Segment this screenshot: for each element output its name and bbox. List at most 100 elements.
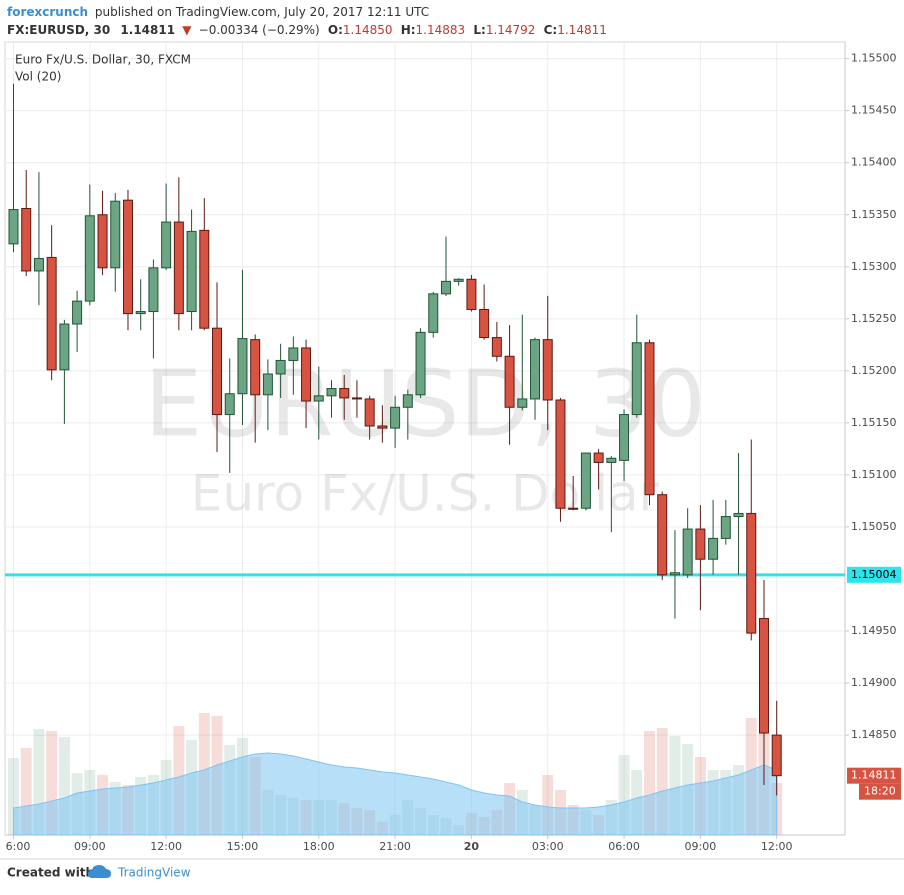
candle-body (504, 355, 515, 408)
x-tick-label: 6:00 (6, 840, 31, 853)
y-tick-label: 1.15450 (851, 104, 897, 117)
down-arrow: ▼ (182, 23, 192, 37)
y-tick-label: 1.15150 (851, 416, 897, 429)
volume-bar (8, 758, 19, 835)
x-tick-label: 09:00 (74, 840, 106, 853)
last-price-box (847, 767, 901, 784)
candle-body (250, 339, 261, 396)
volume-bar (542, 775, 554, 835)
candle-body (517, 398, 528, 408)
candle-body (364, 398, 375, 427)
y-tick-label: 1.15200 (851, 364, 897, 377)
candle-body (275, 359, 286, 375)
volume-bar (46, 731, 58, 835)
candle-body (491, 337, 502, 357)
plot-frame (4, 41, 846, 836)
author[interactable]: forexcrunch (7, 5, 88, 19)
candle-body (708, 537, 719, 560)
candle-body (428, 293, 439, 333)
volume-bar (644, 731, 655, 835)
candle-body (122, 199, 133, 315)
y-tick-label: 1.15500 (851, 52, 897, 65)
candle-body (301, 347, 312, 402)
candle-body (644, 342, 655, 496)
brand[interactable]: TradingView (117, 866, 191, 880)
candle-body (33, 257, 44, 272)
candle-body (606, 457, 617, 463)
candle-body (8, 209, 19, 245)
candle-body (415, 331, 426, 396)
x-tick-label: 21:00 (379, 840, 411, 853)
candle-body (212, 327, 223, 416)
candle-body (237, 338, 248, 395)
symbol-line: FX:EURUSD, 30 1.14811 ▼ −0.00334 (−0.29%… (7, 23, 607, 37)
candle-body (542, 339, 553, 401)
candle-body (440, 280, 451, 295)
candle-body (84, 215, 95, 302)
candle-body (186, 230, 197, 313)
candle-body (453, 278, 464, 282)
candle-body (530, 339, 541, 400)
candle-body (657, 494, 668, 576)
x-tick-label: 06:00 (608, 840, 640, 853)
y-tick-label: 1.15350 (851, 208, 897, 221)
x-tick-label: 20 (464, 840, 480, 853)
brand-logo[interactable] (88, 865, 111, 878)
candle-body (262, 373, 273, 396)
volume-bar (20, 748, 32, 835)
y-tick-label: 1.14900 (851, 676, 897, 689)
candle-body (593, 452, 604, 463)
volume-ma-area (13, 752, 778, 836)
ohlc-value: 1.14883 (416, 23, 466, 37)
ohlc-label: H: (401, 23, 416, 37)
symbol: FX:EURUSD, 30 (7, 23, 110, 37)
volume-bar (656, 728, 668, 835)
candle-body (377, 425, 388, 429)
candle-body (339, 388, 350, 399)
candle-body (97, 214, 108, 269)
legend-volume: Vol (20) (15, 70, 61, 84)
volume-bar (618, 755, 630, 835)
candle-body (568, 507, 579, 510)
candle-body (288, 347, 299, 361)
candle-body (771, 734, 782, 777)
candle-body (351, 397, 362, 400)
published: published on TradingView.com, July 20, 2… (95, 5, 429, 19)
countdown-box (859, 783, 901, 800)
candle-body (161, 221, 172, 269)
candle-body (746, 512, 757, 634)
x-tick-label: 15:00 (227, 840, 259, 853)
candle-body (733, 512, 744, 518)
last-price-label: 1.14811 (851, 769, 897, 782)
ohlc-value: 1.14792 (486, 23, 536, 37)
header-line: forexcrunch published on TradingView.com… (7, 5, 429, 19)
candle-body (326, 388, 337, 397)
candle-body (479, 308, 490, 339)
volume-bar (58, 737, 70, 835)
candle-body (466, 278, 477, 310)
candle-body (580, 452, 591, 509)
y-tick-label: 1.15250 (851, 312, 897, 325)
ohlc-label: L: (473, 23, 485, 37)
candle-body (110, 200, 121, 269)
candle-body (720, 516, 731, 539)
ohlc-value: 1.14811 (557, 23, 607, 37)
ohlc-label: O: (328, 23, 343, 37)
candle-body (390, 406, 401, 429)
candle-body (631, 342, 642, 416)
x-tick-label: 09:00 (685, 840, 717, 853)
candle-body (682, 528, 693, 576)
candle-body (148, 267, 159, 313)
y-tick-label: 1.15300 (851, 260, 897, 273)
candle-body (758, 618, 769, 734)
y-tick-label: 1.15100 (851, 468, 897, 481)
candle-body (619, 414, 630, 461)
ohlc-value: 1.14850 (343, 23, 393, 37)
candle-body (46, 256, 57, 371)
y-tick-label: 1.15050 (851, 520, 897, 533)
candle-body (669, 572, 680, 576)
y-tick-label: 1.15400 (851, 156, 897, 169)
candle-body (199, 229, 210, 329)
